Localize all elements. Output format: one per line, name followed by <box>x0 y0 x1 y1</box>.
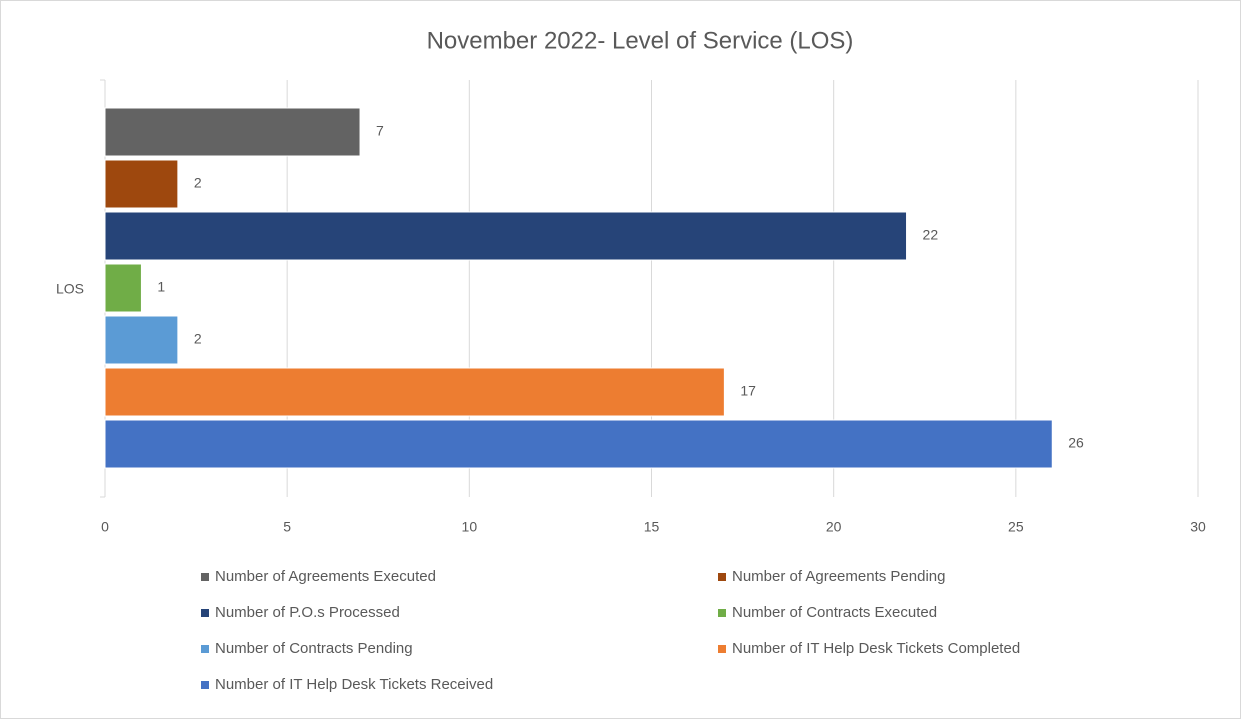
legend-label: Number of IT Help Desk Tickets Received <box>215 676 493 693</box>
x-tick-label: 15 <box>644 519 660 535</box>
bar <box>104 263 142 313</box>
data-label: 26 <box>1068 435 1084 451</box>
y-tick-label: LOS <box>56 281 84 297</box>
x-tick-label: 0 <box>101 519 109 535</box>
bar <box>104 367 725 417</box>
x-tick-label: 5 <box>283 519 291 535</box>
legend-label: Number of Agreements Executed <box>215 568 436 585</box>
legend-marker <box>201 645 209 653</box>
bar <box>104 315 179 365</box>
legend-label: Number of Contracts Executed <box>732 604 937 621</box>
legend-label: Number of Contracts Pending <box>215 640 413 657</box>
x-tick-label: 20 <box>826 519 842 535</box>
data-label: 17 <box>740 383 756 399</box>
data-label: 7 <box>376 123 384 139</box>
legend-marker <box>718 609 726 617</box>
data-label: 2 <box>194 331 202 347</box>
legend-label: Number of P.O.s Processed <box>215 604 400 621</box>
x-tick-label: 10 <box>462 519 478 535</box>
bar <box>104 107 361 157</box>
x-tick-label: 25 <box>1008 519 1024 535</box>
data-label: 22 <box>923 227 939 243</box>
chart-title: November 2022- Level of Service (LOS) <box>427 27 854 54</box>
legend-marker <box>201 573 209 581</box>
data-label: 1 <box>157 279 165 295</box>
bar <box>104 159 179 209</box>
bar <box>104 211 908 261</box>
data-label: 2 <box>194 175 202 191</box>
legend-marker <box>718 573 726 581</box>
legend-label: Number of Agreements Pending <box>732 568 945 585</box>
bar <box>104 419 1053 469</box>
legend-marker <box>201 681 209 689</box>
legend-marker <box>201 609 209 617</box>
legend-label: Number of IT Help Desk Tickets Completed <box>732 640 1020 657</box>
legend-marker <box>718 645 726 653</box>
x-tick-label: 30 <box>1190 519 1206 535</box>
